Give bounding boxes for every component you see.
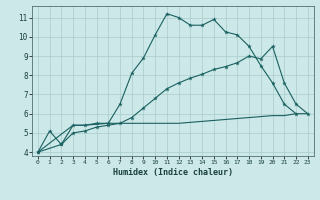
X-axis label: Humidex (Indice chaleur): Humidex (Indice chaleur) — [113, 168, 233, 177]
